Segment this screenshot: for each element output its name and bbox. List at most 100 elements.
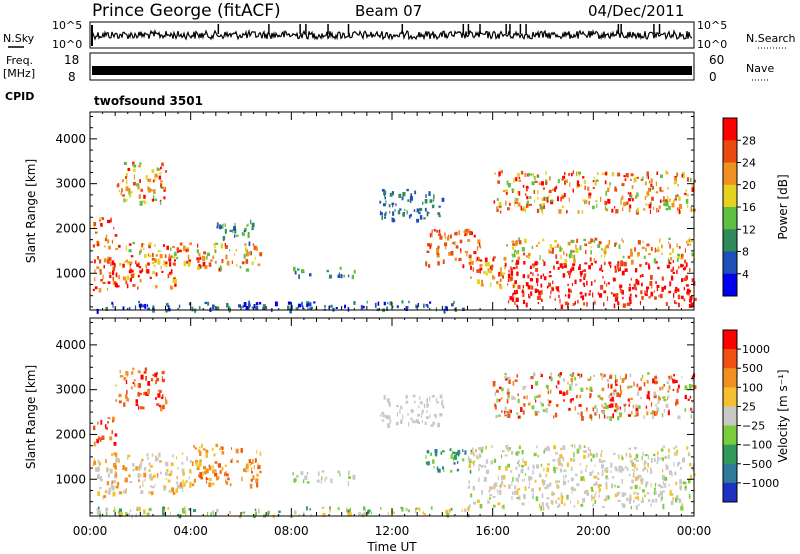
scatter-cell bbox=[254, 256, 256, 260]
scatter-cell bbox=[400, 419, 403, 425]
scatter-cell bbox=[685, 189, 688, 192]
colorbar-tick-label: 4 bbox=[742, 268, 749, 281]
scatter-cell bbox=[487, 499, 489, 503]
scatter-cell bbox=[534, 261, 537, 266]
scatter-cell bbox=[101, 435, 105, 440]
scatter-cell bbox=[137, 391, 140, 394]
scatter-cell bbox=[507, 283, 509, 286]
scatter-cell bbox=[637, 405, 641, 409]
scatter-cell bbox=[561, 177, 564, 181]
scatter-cell bbox=[687, 398, 690, 401]
scatter-cell bbox=[467, 506, 470, 512]
scatter-cell bbox=[137, 286, 139, 290]
scatter-cell bbox=[377, 301, 380, 306]
scatter-cell bbox=[621, 195, 624, 200]
scatter-cell bbox=[636, 496, 639, 500]
scatter-cell bbox=[588, 265, 591, 270]
scatter-cell bbox=[247, 465, 249, 468]
scatter-cell bbox=[251, 467, 253, 473]
scatter-cell bbox=[588, 293, 591, 296]
scatter-cell bbox=[125, 512, 128, 516]
scatter-cell bbox=[172, 262, 175, 266]
scatter-cell bbox=[122, 194, 125, 197]
scatter-cell bbox=[597, 472, 600, 475]
scatter-cell bbox=[167, 273, 170, 279]
scatter-cell bbox=[555, 185, 558, 190]
scatter-cell bbox=[617, 301, 620, 306]
scatter-cell bbox=[125, 380, 128, 385]
scatter-cell bbox=[507, 183, 511, 188]
scatter-cell bbox=[464, 450, 467, 455]
scatter-cell bbox=[418, 507, 421, 511]
scatter-cell bbox=[433, 466, 435, 469]
scatter-cell bbox=[603, 248, 606, 251]
scatter-cell bbox=[678, 209, 680, 215]
scatter-cell bbox=[189, 242, 192, 246]
scatter-cell bbox=[497, 281, 499, 285]
scatter-cell bbox=[138, 266, 142, 269]
scatter-cell bbox=[583, 238, 586, 242]
scatter-cell bbox=[127, 167, 131, 171]
scatter-cell bbox=[567, 479, 569, 483]
scatter-cell bbox=[567, 381, 569, 385]
scatter-cell bbox=[662, 504, 665, 510]
scatter-cell bbox=[124, 477, 128, 482]
scatter-cell bbox=[141, 268, 144, 272]
scatter-cell bbox=[425, 455, 427, 459]
scatter-cell bbox=[132, 284, 136, 287]
scatter-cell bbox=[584, 292, 587, 297]
scatter-cell bbox=[208, 482, 212, 488]
scatter-cell bbox=[516, 374, 519, 378]
scatter-cell bbox=[514, 201, 518, 204]
scatter-cell bbox=[521, 247, 525, 252]
scatter-cell bbox=[548, 248, 550, 252]
scatter-cell bbox=[658, 294, 660, 298]
scatter-cell bbox=[183, 246, 186, 252]
scatter-cell bbox=[100, 222, 103, 227]
scatter-cell bbox=[605, 467, 609, 470]
scatter-cell bbox=[570, 239, 574, 244]
scatter-cell bbox=[243, 302, 247, 307]
scatter-cell bbox=[226, 260, 230, 266]
scatter-cell bbox=[435, 398, 438, 402]
scatter-cell bbox=[436, 252, 440, 256]
scatter-cell bbox=[110, 469, 112, 474]
scatter-cell bbox=[437, 468, 441, 473]
scatter-cell bbox=[682, 267, 686, 271]
scatter-cell bbox=[649, 201, 652, 205]
scatter-cell bbox=[640, 396, 642, 400]
scatter-cell bbox=[560, 264, 562, 268]
scatter-cell bbox=[638, 474, 642, 479]
scatter-cell bbox=[568, 407, 571, 411]
scatter-cell bbox=[635, 407, 639, 412]
scatter-cell bbox=[562, 445, 566, 450]
nsky-line bbox=[91, 28, 693, 41]
scatter-cell bbox=[684, 481, 687, 485]
scatter-cell bbox=[589, 388, 592, 392]
scatter-cell bbox=[469, 469, 472, 474]
scatter-cell bbox=[117, 183, 120, 186]
scatter-cell bbox=[115, 272, 118, 278]
scatter-cell bbox=[638, 387, 640, 391]
freq-strip-frame bbox=[89, 52, 695, 81]
scatter-cell bbox=[424, 207, 427, 212]
scatter-cell bbox=[451, 451, 454, 456]
scatter-cell bbox=[164, 471, 168, 476]
scatter-cell bbox=[433, 229, 436, 232]
scatter-cell bbox=[541, 479, 544, 483]
scatter-cell bbox=[511, 395, 514, 400]
scatter-cell bbox=[668, 484, 670, 487]
scatter-cell bbox=[559, 468, 563, 473]
nave-tick-top: 60 bbox=[709, 53, 724, 67]
scatter-cell bbox=[444, 305, 447, 311]
scatter-cell bbox=[639, 486, 641, 490]
scatter-cell bbox=[682, 172, 685, 177]
scatter-cell bbox=[651, 284, 653, 289]
scatter-cell bbox=[579, 463, 581, 466]
scatter-cell bbox=[199, 476, 202, 479]
scatter-cell bbox=[563, 475, 565, 478]
scatter-cell bbox=[566, 253, 568, 257]
scatter-cell bbox=[215, 469, 217, 472]
scatter-cell bbox=[156, 403, 160, 406]
scatter-cell bbox=[576, 180, 580, 186]
